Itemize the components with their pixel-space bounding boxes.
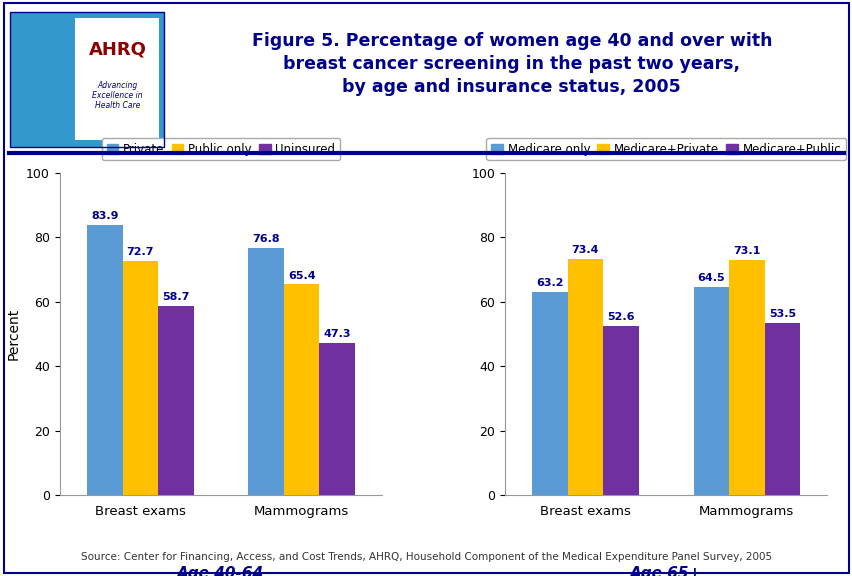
Y-axis label: Percent: Percent bbox=[7, 308, 20, 360]
Text: 64.5: 64.5 bbox=[697, 274, 724, 283]
Bar bbox=[693, 287, 728, 495]
Text: AHRQ: AHRQ bbox=[89, 40, 147, 58]
Text: Age 65+: Age 65+ bbox=[630, 566, 701, 576]
Bar bbox=[602, 325, 638, 495]
Legend: Private, Public only, Uninsured: Private, Public only, Uninsured bbox=[101, 138, 340, 161]
Text: 63.2: 63.2 bbox=[536, 278, 563, 287]
Legend: Medicare only, Medicare+Private, Medicare+Public: Medicare only, Medicare+Private, Medicar… bbox=[486, 138, 845, 161]
Text: 65.4: 65.4 bbox=[287, 271, 315, 281]
Bar bbox=[158, 306, 193, 495]
Text: Source: Center for Financing, Access, and Cost Trends, AHRQ, Household Component: Source: Center for Financing, Access, an… bbox=[81, 552, 771, 562]
Text: 73.4: 73.4 bbox=[571, 245, 599, 255]
Bar bbox=[248, 248, 284, 495]
Text: by age and insurance status, 2005: by age and insurance status, 2005 bbox=[342, 78, 681, 96]
Text: 53.5: 53.5 bbox=[768, 309, 795, 319]
Text: Figure 5. Percentage of women age 40 and over with: Figure 5. Percentage of women age 40 and… bbox=[251, 32, 771, 50]
FancyBboxPatch shape bbox=[75, 18, 159, 140]
Text: Age 40-64: Age 40-64 bbox=[177, 566, 264, 576]
Bar bbox=[763, 323, 799, 495]
Text: 58.7: 58.7 bbox=[162, 292, 189, 302]
Bar bbox=[123, 261, 158, 495]
Text: 83.9: 83.9 bbox=[91, 211, 118, 221]
Text: 52.6: 52.6 bbox=[607, 312, 634, 322]
Text: Advancing
Excellence in
Health Care: Advancing Excellence in Health Care bbox=[92, 81, 143, 111]
Bar bbox=[532, 291, 567, 495]
Text: 72.7: 72.7 bbox=[126, 247, 154, 257]
Text: 47.3: 47.3 bbox=[323, 329, 350, 339]
Text: 73.1: 73.1 bbox=[732, 246, 760, 256]
Bar bbox=[728, 260, 763, 495]
Text: 76.8: 76.8 bbox=[252, 234, 279, 244]
Text: breast cancer screening in the past two years,: breast cancer screening in the past two … bbox=[283, 55, 740, 73]
Bar bbox=[567, 259, 602, 495]
Bar bbox=[87, 225, 123, 495]
Bar bbox=[319, 343, 354, 495]
Bar bbox=[284, 285, 319, 495]
